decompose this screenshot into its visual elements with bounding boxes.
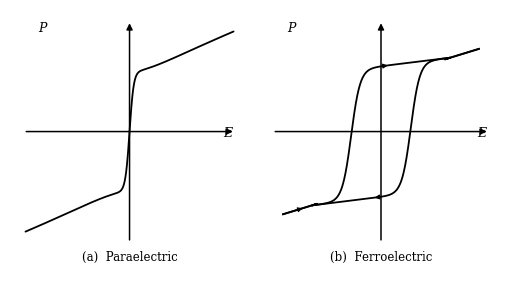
Text: E: E	[477, 127, 486, 140]
Text: P: P	[38, 22, 46, 35]
Text: (a)  Paraelectric: (a) Paraelectric	[82, 251, 177, 263]
Text: (b)  Ferroelectric: (b) Ferroelectric	[330, 251, 432, 263]
Text: E: E	[223, 127, 232, 140]
Text: P: P	[287, 22, 296, 35]
